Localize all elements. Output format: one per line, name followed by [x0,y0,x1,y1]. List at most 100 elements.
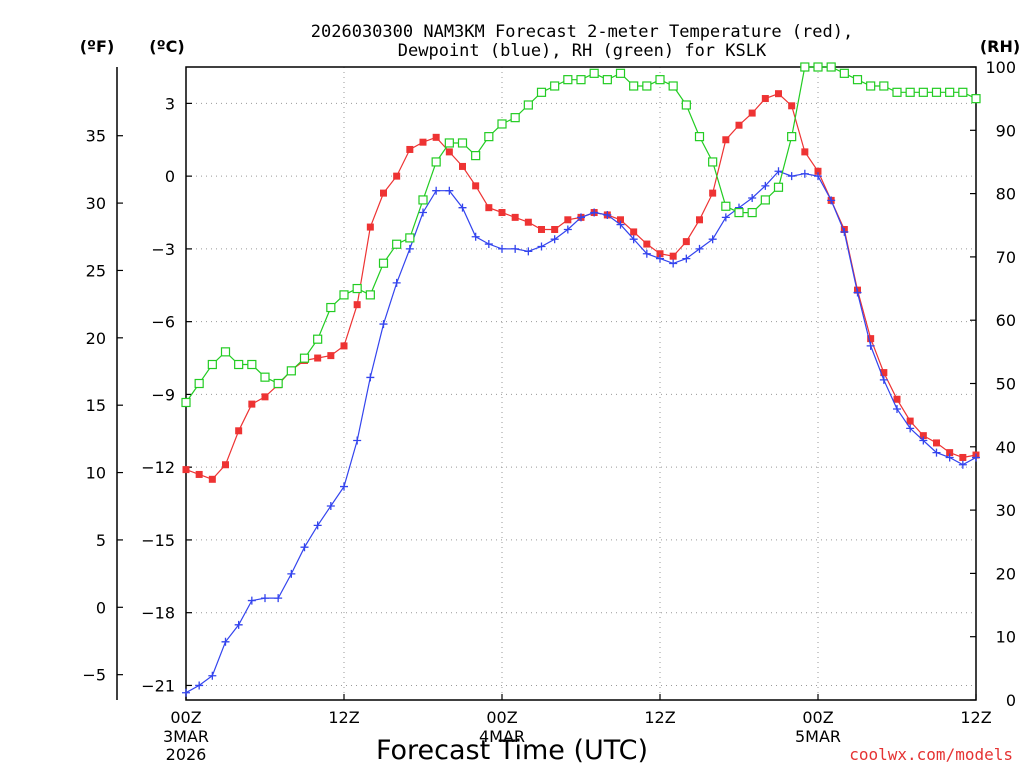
dewpoint-point [563,225,572,234]
rh-point [510,113,520,123]
celsius-tick-label: −3 [151,240,175,259]
2-meter-temperature-point [643,240,651,248]
2-meter-temperature-point [630,228,638,236]
dewpoint-point [274,594,283,603]
2-meter-temperature-point [906,417,914,425]
dewpoint-point [432,186,441,195]
rh-point [839,68,849,78]
dewpoint-point [800,169,809,178]
dewpoint-point [787,172,796,181]
2-meter-temperature-point [235,427,243,435]
rh-tick-label: 70 [996,248,1016,267]
dewpoint-point [313,521,322,530]
fahrenheit-tick-label: 20 [86,329,106,348]
celsius-tick-label: −15 [141,531,175,550]
2-meter-temperature-point [933,439,940,447]
celsius-tick-label: −12 [141,458,175,477]
dewpoint-point [669,259,678,268]
dewpoint-point [471,232,480,241]
rh-point [747,207,757,218]
dewpoint-point [234,620,243,629]
dewpoint-point [656,254,664,263]
rh-series-line [185,66,977,403]
2-meter-temperature-point [459,162,466,170]
x-tick-date: 4MAR [479,727,525,746]
2-meter-temperature-point [669,252,677,260]
rh-tick-label: 80 [996,185,1016,204]
dewpoint-point [300,543,309,552]
dewpoint-point [524,247,533,256]
2-meter-temperature-point [867,335,875,343]
rh-point [207,359,217,370]
rh-tick-label: 30 [996,501,1016,520]
rh-point [563,75,573,85]
dewpoint-point [458,203,467,212]
dewpoint-point [484,240,493,249]
rh-point [958,87,968,97]
rh-point [181,397,191,408]
rh-point [405,233,415,243]
rh-tick-label: 50 [996,375,1016,394]
rh-point [273,378,283,389]
x-tick-label: 00Z [486,708,517,727]
rh-tick-label: 100 [985,58,1016,77]
dewpoint-point [195,681,204,690]
rh-point [194,378,204,389]
2-meter-temperature-point [524,218,532,226]
rh-point [602,75,612,85]
chart-title-line1: 2026030300 NAM3KM Forecast 2-meter Tempe… [311,22,853,42]
rh-point [378,258,389,268]
2-meter-temperature-point [551,225,559,233]
rh-point [905,87,915,97]
dewpoint-point [379,320,388,329]
rh-tick-label: 90 [996,121,1016,140]
dewpoint-point [340,482,348,491]
2-meter-temperature-point [617,216,624,224]
2-meter-temperature-point [327,352,335,360]
rh-tick-label: 40 [996,438,1016,457]
dewpoint-point [695,244,704,253]
2-meter-temperature-point [261,393,269,401]
fahrenheit-tick-label: 25 [86,261,106,280]
dewpoint-point [221,637,230,646]
2-meter-temperature-point [801,148,809,156]
rh-point [365,290,375,300]
rh-point [708,157,718,167]
rh-point [945,87,955,97]
chart-title-line2: Dewpoint (blue), RH (green) for KSLK [398,41,767,61]
rh-point [431,157,441,167]
2-meter-temperature-series-line [185,93,977,481]
2-meter-temperature-point [248,400,256,408]
fahrenheit-tick-label: 35 [86,127,106,146]
rh-point [326,302,336,313]
rh-point [721,201,731,211]
dewpoint-point [827,196,836,205]
dewpoint-point [708,235,717,244]
rh-point [444,138,454,148]
celsius-tick-label: −18 [141,604,175,623]
x-tick-label: 00Z [170,708,201,727]
rh-point [576,75,586,85]
dewpoint-point [577,213,585,222]
grid-layer [186,67,976,700]
2-meter-temperature-point [419,138,427,146]
x-tick-date: 5MAR [795,727,841,746]
rh-point [931,87,942,97]
2-meter-temperature-point [406,145,414,153]
dewpoint-point [511,244,520,253]
2-meter-temperature-point [735,121,743,129]
2-meter-temperature-point [696,216,703,224]
rh-point [286,366,296,376]
x-tick-label: 12Z [960,708,991,727]
rh-point [484,132,494,142]
rh-point [615,68,626,78]
dewpoint-point [682,254,691,263]
x-tick-date: 3MAR [163,727,209,746]
dewpoint-point [366,373,375,382]
2-meter-temperature-point [511,213,519,221]
rh-point [655,75,665,85]
dewpoint-point [893,404,901,413]
2-meter-temperature-point [472,182,480,190]
dewpoint-point [419,208,427,217]
